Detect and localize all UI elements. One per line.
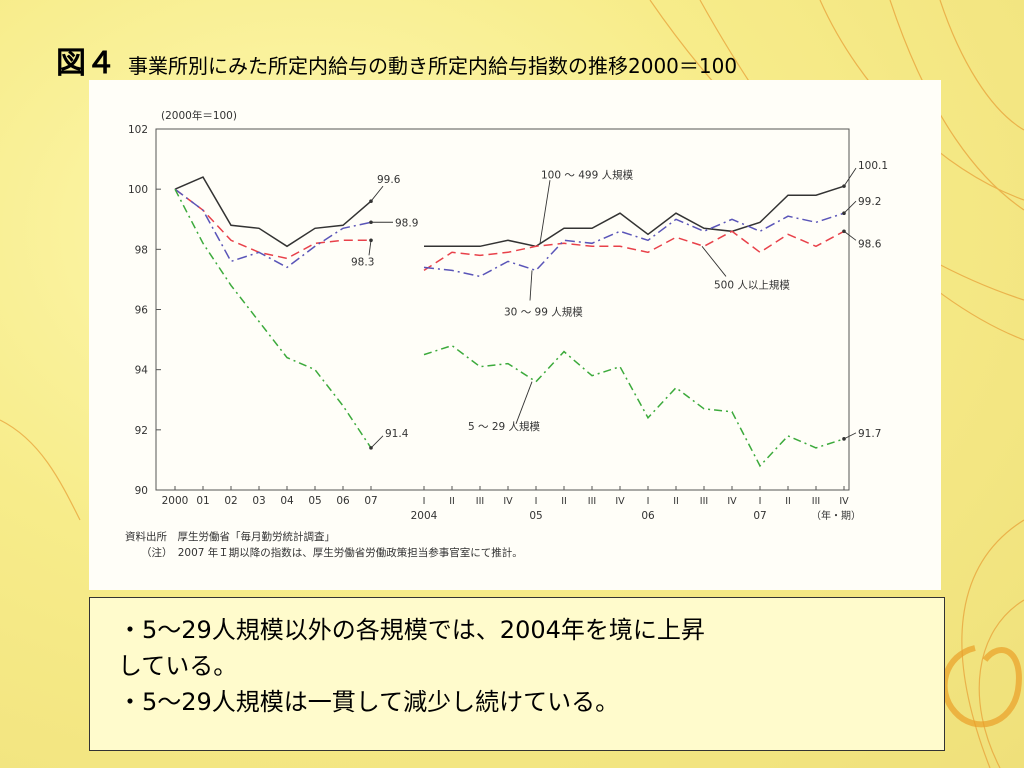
x-tick-label: 02 <box>224 495 237 507</box>
leader-a100-dot <box>369 238 373 243</box>
x-year-label: 06 <box>641 510 655 522</box>
slide-title: 図４ 事業所別にみた所定内給与の動き所定内給与指数の推移2000＝100 <box>56 38 1016 81</box>
annual-line-s30 <box>174 188 372 269</box>
line-chart: 90 92 94 96 98 100 102 (2000年＝100) 2000 01 02 03 04 0… <box>89 80 941 590</box>
x-tick-label: III <box>476 496 484 507</box>
leader-a500 <box>370 185 384 202</box>
quarterly-line-s100 <box>423 230 845 272</box>
series-label-5-29: 5 〜 29 人規模 <box>468 421 541 433</box>
x-tick-label: IV <box>839 496 849 507</box>
leader-q500 <box>843 167 857 187</box>
value-label-annual-500: 99.6 <box>377 174 401 186</box>
y-tick-label: 92 <box>135 425 148 437</box>
leader-q30-dot <box>842 211 846 216</box>
y-tick-label: 90 <box>135 485 148 497</box>
leader-q30 <box>843 200 857 214</box>
x-year-label: 2004 <box>411 510 438 522</box>
x-tick-label: I <box>535 496 538 507</box>
x-tick-label: IV <box>503 496 513 507</box>
value-label-annual-5: 91.4 <box>385 428 409 440</box>
chart-note-base-year: (2000年＝100) <box>161 109 237 122</box>
chart-panel: 90 92 94 96 98 100 102 (2000年＝100) 2000 01 02 03 04 0… <box>89 80 941 590</box>
series-label-30-99: 30 〜 99 人規模 <box>504 307 583 319</box>
y-tick-label: 102 <box>128 124 148 136</box>
chart-footnote: （注） 2007 年Ｉ期以降の指数は、厚生労働省労働政策担当参事官室にて推計。 <box>141 546 523 559</box>
leader-q100-dot <box>842 229 846 234</box>
leader-a100 <box>368 240 372 256</box>
value-label-annual-100: 98.3 <box>351 256 374 268</box>
x-tick-label: II <box>673 496 679 507</box>
value-label-quarterly-30: 99.2 <box>858 196 881 208</box>
x-tick-label: IV <box>615 496 625 507</box>
x-tick-label: III <box>700 496 708 507</box>
x-tick-label: 06 <box>336 495 350 507</box>
x-year-label: 07 <box>753 510 766 522</box>
value-label-quarterly-500: 100.1 <box>858 160 888 172</box>
series-label-500-plus: 500 人以上規模 <box>714 279 790 291</box>
x-tick-label: III <box>588 496 596 507</box>
y-tick-label: 98 <box>135 244 148 256</box>
x-tick-label: 07 <box>364 495 377 507</box>
summary-textbox: ・5～29人規模以外の各規模では、2004年を境に上昇 している。 ・5～29人… <box>89 597 945 751</box>
x-tick-label: IV <box>727 496 737 507</box>
x-tick-label: III <box>812 496 820 507</box>
summary-line-1: ・5～29人規模以外の各規模では、2004年を境に上昇 <box>118 616 705 644</box>
series-label-100-499: 100 〜 499 人規模 <box>541 170 634 182</box>
leader-series-100 <box>539 180 551 244</box>
leader-a30-dot <box>369 220 373 225</box>
x-tick-label: II <box>449 496 455 507</box>
figure-title: 事業所別にみた所定内給与の動き所定内給与指数の推移2000＝100 <box>128 54 738 78</box>
quarterly-line-s5 <box>423 344 845 468</box>
y-tick-label: 96 <box>135 305 149 317</box>
x-tick-label: 04 <box>280 495 294 507</box>
annual-line-s500 <box>174 176 372 248</box>
summary-line-3: ・5～29人規模は一貫して減少し続けている。 <box>118 688 620 716</box>
value-label-quarterly-100: 98.6 <box>858 238 882 250</box>
leader-a500-dot <box>369 199 373 203</box>
x-unit-label: （年・期） <box>811 509 861 522</box>
leader-series-5 <box>515 381 533 424</box>
leader-q5 <box>843 432 857 440</box>
x-year-label: 05 <box>529 510 542 522</box>
quarterly-line-s500 <box>424 185 845 248</box>
leader-q500-dot <box>842 184 846 188</box>
figure-number: 図４ <box>56 46 116 81</box>
leader-a5 <box>370 435 384 449</box>
leader-q5-dot <box>842 437 846 441</box>
x-tick-label: I <box>647 496 650 507</box>
x-tick-label: 05 <box>308 495 321 507</box>
leader-series-30 <box>529 270 533 301</box>
leader-series-500 <box>701 246 727 277</box>
value-label-annual-30: 98.9 <box>395 217 418 229</box>
x-tick-label: II <box>785 496 791 507</box>
summary-line-2: している。 <box>118 652 238 680</box>
value-label-quarterly-5: 91.7 <box>858 428 881 440</box>
x-tick-label: II <box>561 496 567 507</box>
x-tick-label: I <box>759 496 762 507</box>
y-tick-label: 94 <box>135 365 149 377</box>
annual-line-s100 <box>174 188 371 260</box>
leader-q100 <box>843 230 857 241</box>
y-tick-label: 100 <box>128 184 148 196</box>
x-tick-label: 03 <box>252 495 265 507</box>
quarterly-line-s30 <box>423 212 845 278</box>
chart-background <box>89 80 941 590</box>
x-tick-label: 01 <box>196 495 209 507</box>
x-tick-label: 2000 <box>162 495 189 507</box>
chart-source: 資料出所 厚生労働省「毎月勤労統計調査」 <box>125 530 335 543</box>
annual-line-s5 <box>174 188 372 449</box>
leader-a5-dot <box>369 446 373 450</box>
x-tick-label: I <box>423 496 426 507</box>
